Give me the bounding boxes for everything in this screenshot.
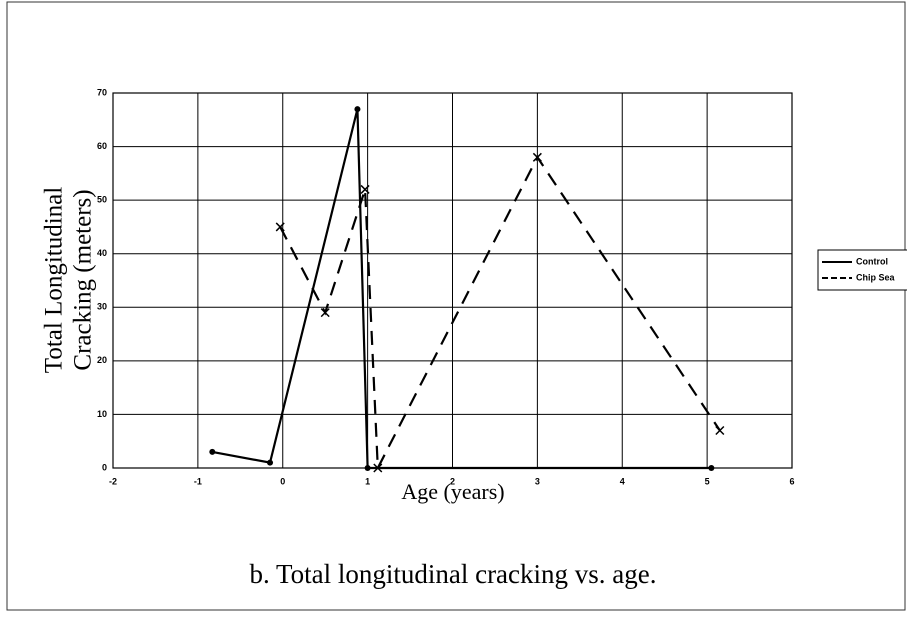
legend-label: Control [856,256,888,266]
x-tick-label: 2 [450,476,455,486]
x-axis-label: Age (years) [401,479,504,504]
caption: b. Total longitudinal cracking vs. age. [249,559,656,589]
point [354,106,361,113]
point [360,184,370,194]
x-tick-label: -1 [194,476,202,486]
legend: Control Chip Sea [817,249,907,291]
x-tick-label: -2 [109,476,117,486]
point [715,425,725,436]
point [209,448,216,455]
point [320,308,330,318]
point [532,152,542,162]
point [708,465,715,471]
y-tick-label: 0 [102,462,107,472]
y-tick-label: 10 [97,409,107,419]
y-tick-label: 50 [97,195,107,205]
y-tick-label: 30 [97,302,107,312]
point [373,463,383,473]
y-axis-label: Total Longitudinal Cracking (meters) [41,187,97,373]
legend-box [817,249,907,291]
frame [6,1,906,611]
y-tick-label: 40 [97,248,107,258]
point [275,222,285,232]
point [364,465,371,471]
x-tick-label: 6 [789,476,794,486]
y-tick-label: 60 [97,141,107,151]
x-tick-label: 5 [705,476,710,486]
x-tick-label: 0 [280,476,285,486]
y-axis-label-line: Total Longitudinal [41,187,68,373]
y-tick-label: 70 [97,87,107,97]
legend-label: Chip Sea [856,272,896,282]
x-tick-label: 4 [620,476,625,486]
point [267,459,274,466]
y-tick-label: 20 [97,355,107,365]
series-line [279,155,721,473]
x-tick-label: 3 [535,476,540,486]
x-tick-label: 1 [365,476,370,486]
y-axis-label-line: Cracking (meters) [70,189,97,370]
